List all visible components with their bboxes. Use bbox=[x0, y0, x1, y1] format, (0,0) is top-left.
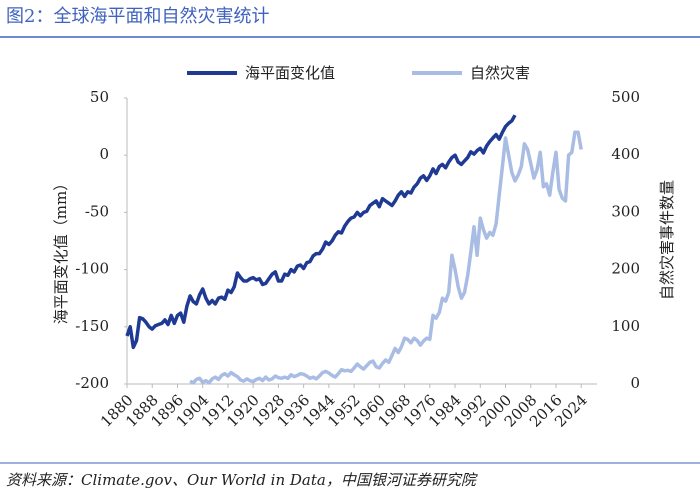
y2-tick-label: 200 bbox=[611, 260, 640, 278]
chart-title: 图2：全球海平面和自然灾害统计 bbox=[6, 6, 269, 27]
y-tick-label: 0 bbox=[99, 145, 109, 163]
legend-label: 海平面变化值 bbox=[245, 64, 335, 82]
series-line bbox=[189, 130, 583, 385]
y-tick-label: -50 bbox=[85, 202, 109, 220]
y2-tick-label: 500 bbox=[611, 88, 640, 106]
source: 资料来源：Climate.gov、Our World in Data，中国银河证… bbox=[6, 471, 478, 489]
series-line bbox=[125, 114, 517, 350]
y-tick-label: -100 bbox=[75, 260, 109, 278]
y-tick-label: 50 bbox=[90, 88, 109, 106]
y2-axis-title: 自然灾害事件数量 bbox=[658, 180, 676, 300]
y2-tick-label: 300 bbox=[611, 202, 640, 220]
legend-label: 自然灾害 bbox=[470, 64, 530, 82]
y2-tick-label: 400 bbox=[611, 145, 640, 163]
y-tick-label: -200 bbox=[75, 374, 109, 392]
y2-tick-label: 0 bbox=[630, 374, 640, 392]
y-tick-label: -150 bbox=[75, 317, 109, 335]
y2-tick-label: 100 bbox=[611, 317, 640, 335]
y-axis-title: 海平面变化值（mm） bbox=[52, 176, 70, 324]
